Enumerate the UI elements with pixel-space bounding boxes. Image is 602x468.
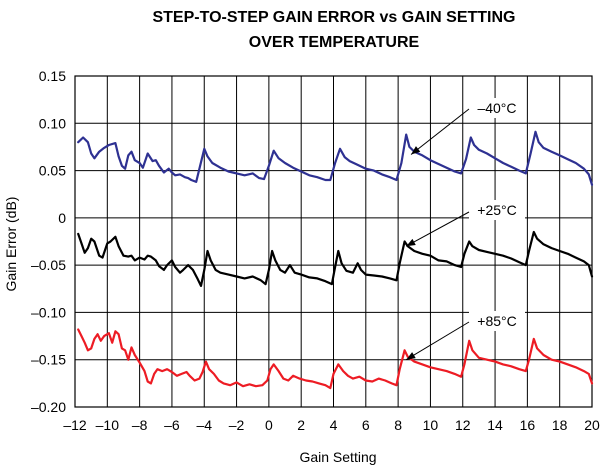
x-tick-label: 2 bbox=[297, 417, 305, 433]
tick-labels: –12 –10 –8 –6 –4 –2 0 2 4 6 8 10 12 14 16 18 20 0.15 0.10 0… bbox=[31, 68, 600, 433]
annotation-label-bg bbox=[469, 311, 525, 331]
y-axis-label: Gain Error (dB) bbox=[3, 197, 19, 292]
annotation-label-bg bbox=[469, 200, 525, 220]
annotations: –40°C +25°C +85°C bbox=[405, 98, 525, 361]
x-tick-label: 6 bbox=[362, 417, 370, 433]
y-tick-label: 0.05 bbox=[39, 163, 66, 179]
x-tick-label: 10 bbox=[423, 417, 439, 433]
y-tick-label: 0.10 bbox=[39, 115, 66, 131]
x-tick-label: –10 bbox=[96, 417, 120, 433]
y-tick-label: –0.15 bbox=[31, 352, 66, 368]
x-tick-label: 12 bbox=[455, 417, 471, 433]
series-line-2 bbox=[77, 328, 594, 390]
annotation-arrow-head bbox=[406, 352, 416, 360]
annotation-label-bg bbox=[469, 98, 525, 118]
x-tick-label: –4 bbox=[196, 417, 212, 433]
plot-grid bbox=[74, 75, 593, 408]
x-tick-label: 20 bbox=[584, 417, 600, 433]
annotation-arrow-line bbox=[405, 321, 470, 361]
y-tick-label: –0.10 bbox=[31, 304, 66, 320]
series-line-0 bbox=[77, 130, 594, 186]
x-tick-label: 16 bbox=[520, 417, 536, 433]
y-tick-label: 0.15 bbox=[39, 68, 66, 84]
chart-title-line-1: STEP-TO-STEP GAIN ERROR vs GAIN SETTING bbox=[152, 9, 515, 26]
series-line-1 bbox=[77, 230, 594, 287]
plot-frame bbox=[74, 75, 593, 408]
x-tick-label: –6 bbox=[164, 417, 180, 433]
chart-title-line-2: OVER TEMPERATURE bbox=[249, 34, 420, 51]
annotation-label: –40°C bbox=[477, 100, 516, 116]
x-tick-label: 0 bbox=[265, 417, 273, 433]
x-tick-label: 4 bbox=[330, 417, 338, 433]
y-tick-label: 0 bbox=[58, 210, 66, 226]
series-lines bbox=[77, 130, 594, 390]
annotation-arrow-head bbox=[406, 238, 416, 247]
x-tick-label: –12 bbox=[63, 417, 87, 433]
x-tick-label: 18 bbox=[552, 417, 568, 433]
x-tick-label: –8 bbox=[132, 417, 148, 433]
annotation-label: +25°C bbox=[477, 202, 516, 218]
x-axis-label: Gain Setting bbox=[299, 449, 376, 465]
x-tick-label: 8 bbox=[394, 417, 402, 433]
annotation-arrow-line bbox=[405, 211, 470, 247]
x-tick-label: 14 bbox=[487, 417, 503, 433]
annotation-label: +85°C bbox=[477, 313, 516, 329]
annotation-arrow-head bbox=[411, 146, 421, 155]
y-tick-label: –0.20 bbox=[31, 399, 66, 415]
x-tick-label: –2 bbox=[229, 417, 245, 433]
annotation-arrow-line bbox=[410, 108, 470, 155]
y-tick-label: –0.05 bbox=[31, 257, 66, 273]
